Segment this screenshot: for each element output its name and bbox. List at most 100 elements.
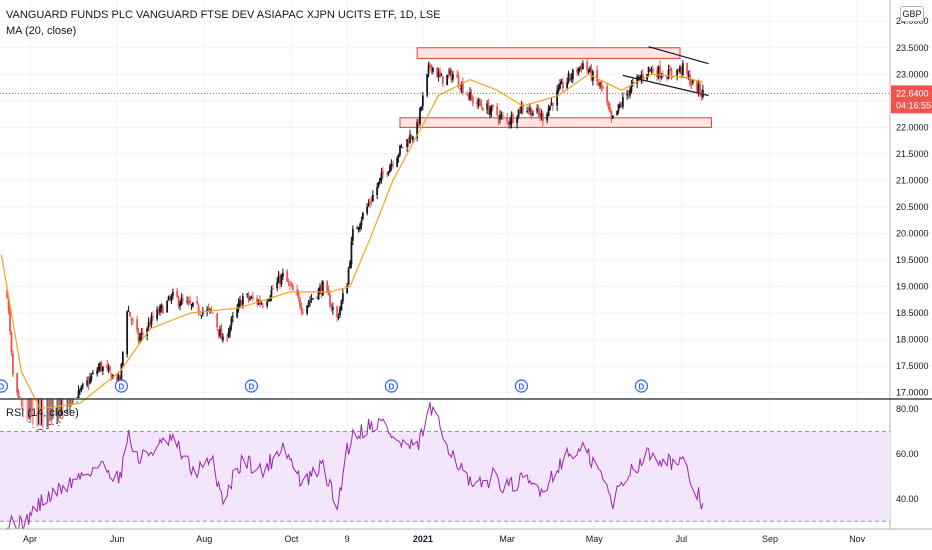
candles — [6, 59, 704, 431]
candle-body — [246, 294, 249, 295]
candle-body — [289, 284, 291, 286]
rsi-tick-label: 80.00 — [896, 404, 919, 414]
candle-body — [126, 311, 129, 355]
candle-body — [449, 70, 451, 74]
price-tag-countdown: 04:16:55 — [896, 100, 931, 110]
candle-body — [230, 318, 233, 326]
candle-body — [226, 337, 229, 339]
candle-body — [559, 83, 561, 89]
candle-body — [567, 73, 570, 82]
candle-body — [46, 427, 49, 429]
candle-body — [409, 134, 411, 144]
rsi-indicator-label[interactable]: RSI (14, close) — [6, 407, 79, 419]
candle-body — [301, 311, 304, 313]
candle-body — [581, 63, 584, 70]
candle-body — [519, 107, 521, 113]
price-tick-label: 17.5000 — [896, 361, 929, 371]
currency-badge[interactable]: GBP — [900, 6, 924, 22]
candle-body — [139, 336, 141, 341]
candle-body — [596, 69, 599, 82]
candle-body — [500, 115, 503, 116]
candle-body — [370, 201, 373, 203]
candle-body — [530, 107, 533, 117]
candle-body — [270, 289, 273, 298]
candle-body — [47, 428, 50, 430]
candle-body — [660, 76, 663, 78]
candle-body — [669, 68, 671, 71]
candle-body — [27, 421, 30, 423]
candle-body — [377, 181, 380, 187]
candle-body — [580, 65, 583, 70]
candle-body — [100, 362, 103, 371]
candle-body — [657, 66, 660, 78]
price-tick-label: 23.0000 — [896, 69, 929, 79]
candle-body — [427, 65, 430, 74]
candle-body — [640, 75, 643, 79]
candle-body — [696, 80, 699, 94]
candle-body — [616, 110, 619, 116]
candle-body — [636, 76, 639, 84]
candle-body — [446, 74, 449, 86]
candle-body — [459, 88, 461, 90]
candle-body — [101, 366, 104, 372]
candle-body — [690, 83, 693, 85]
candle-body — [461, 82, 464, 93]
dividend-marker-icon — [634, 379, 649, 393]
candle-body — [279, 276, 281, 285]
candle-body — [290, 284, 293, 286]
candle-body — [411, 136, 414, 140]
candle-body — [90, 375, 93, 380]
candle-body — [637, 77, 640, 78]
candle-body — [641, 74, 644, 79]
candle-body — [69, 411, 71, 413]
candle-body — [361, 212, 364, 220]
candle-body — [239, 299, 241, 303]
candle-body — [677, 70, 680, 72]
candle-body — [307, 302, 310, 305]
candle-body — [176, 290, 179, 298]
candle-body — [467, 94, 470, 98]
candle-body — [120, 363, 123, 382]
candle-body — [560, 81, 563, 85]
price-zone — [399, 117, 712, 128]
candle-body — [6, 290, 9, 298]
candle-body — [187, 301, 190, 303]
candle-body — [680, 67, 683, 74]
candle-body — [269, 297, 271, 301]
candle-body — [540, 113, 543, 116]
ma-indicator-label[interactable]: MA (20, close) — [6, 25, 77, 37]
candle-body — [79, 389, 81, 391]
candle-body — [389, 166, 391, 173]
candle-body — [380, 173, 383, 181]
candle-body — [587, 71, 590, 73]
time-tick-label: Sep — [762, 534, 778, 544]
candle-body — [320, 285, 323, 294]
candle-body — [399, 145, 401, 155]
candle-body — [397, 154, 400, 158]
candle-body — [196, 300, 199, 304]
candle-body — [276, 282, 279, 289]
candle-body — [549, 105, 551, 110]
candle-body — [287, 281, 290, 283]
candle-body — [360, 220, 363, 226]
candle-body — [541, 113, 544, 122]
candle-body — [299, 299, 301, 307]
candle-body — [99, 363, 101, 370]
candle-body — [207, 307, 210, 309]
candle-body — [197, 305, 200, 313]
candle-body — [599, 83, 601, 85]
candle-body — [329, 294, 331, 307]
candle-body — [240, 301, 243, 306]
candle-body — [501, 114, 504, 117]
candle-body — [316, 296, 319, 299]
time-tick-label: Mar — [499, 534, 515, 544]
candle-body — [20, 408, 23, 409]
price-tick-label: 20.5000 — [896, 202, 929, 212]
candle-body — [577, 68, 580, 74]
candle-body — [589, 67, 591, 72]
candle-body — [149, 323, 151, 327]
candle-body — [56, 423, 59, 424]
candle-body — [366, 206, 369, 214]
candle-body — [346, 285, 349, 294]
candle-body — [181, 298, 184, 301]
